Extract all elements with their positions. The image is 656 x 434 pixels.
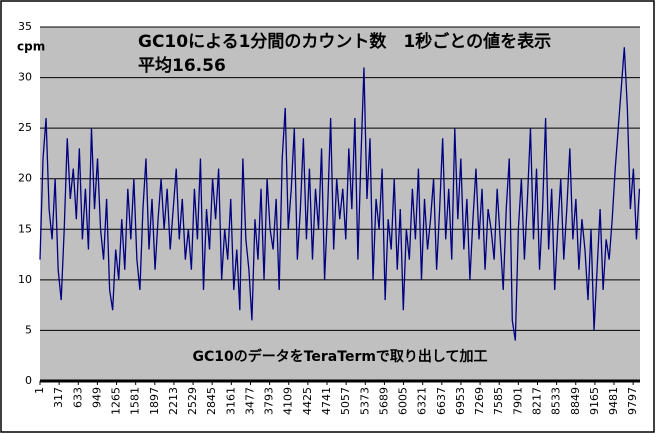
x-tick-label: 5373 (358, 387, 371, 415)
x-tick-label: 5057 (339, 387, 352, 415)
x-tick-label: 7269 (473, 387, 486, 415)
x-tick-label: 1581 (129, 387, 142, 415)
x-tick-label: 2213 (167, 387, 180, 415)
x-tick-label: 3477 (243, 387, 256, 415)
y-tick-label: 35 (18, 20, 32, 33)
x-tick-label: 4741 (320, 387, 333, 415)
x-tick-label: 8849 (569, 387, 582, 415)
x-tick-label: 1 (33, 387, 46, 394)
x-tick-label: 6321 (416, 387, 429, 415)
x-tick-label: 9165 (588, 387, 601, 415)
x-tick-label: 2845 (205, 387, 218, 415)
x-tick-label: 1897 (148, 387, 161, 415)
x-tick-label: 3793 (263, 387, 276, 415)
x-tick-label: 949 (90, 387, 103, 408)
plot-area (40, 27, 640, 381)
y-tick-label: 5 (25, 323, 32, 336)
x-tick-label: 9797 (626, 387, 639, 415)
x-tick-label: 4109 (282, 387, 295, 415)
x-tick-label: 633 (71, 387, 84, 408)
x-tick-label: 8533 (550, 387, 563, 415)
y-tick-label: 20 (18, 172, 32, 185)
x-tick-label: 7585 (492, 387, 505, 415)
x-tick-label: 7901 (511, 387, 524, 415)
y-tick-label: 10 (18, 273, 32, 286)
x-tick-label: 4425 (301, 387, 314, 415)
x-tick-label: 6005 (397, 387, 410, 415)
chart-title: GC10による1分間のカウント数 1秒ごとの値を表示 (138, 31, 551, 52)
y-tick-label: 25 (18, 121, 32, 134)
x-tick-label: 8217 (530, 387, 543, 415)
x-tick-label: 1265 (110, 387, 123, 415)
chart-subtitle: 平均16.56 (138, 55, 226, 76)
y-tick-label: 15 (18, 222, 32, 235)
x-tick-label: 5689 (377, 387, 390, 415)
y-tick-label: 0 (25, 374, 32, 387)
x-tick-label: 317 (52, 387, 65, 408)
x-tick-label: 2529 (186, 387, 199, 415)
y-tick-label: 30 (18, 71, 32, 84)
x-tick-label: 3161 (224, 387, 237, 415)
x-tick-label: 9481 (607, 387, 620, 415)
y-axis-label: cpm (17, 40, 45, 54)
series (39, 47, 641, 341)
data-line (39, 47, 641, 341)
x-tick-label: 6637 (435, 387, 448, 415)
x-tick-label: 6953 (454, 387, 467, 415)
annotation: GC10のデータをTeraTermで取り出して加工 (192, 348, 487, 365)
